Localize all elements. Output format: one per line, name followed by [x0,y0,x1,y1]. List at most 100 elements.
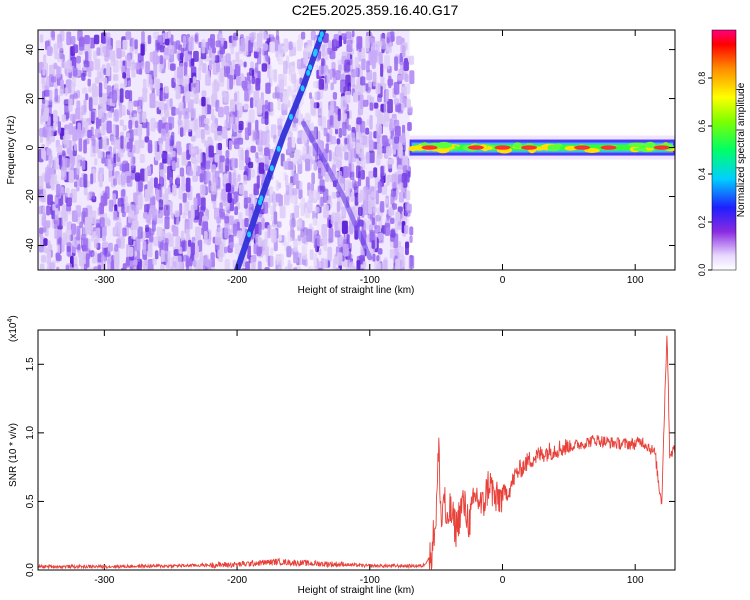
noise-cell [362,261,367,268]
noise-cell [230,157,235,168]
noise-cell [95,139,100,154]
noise-cell [66,221,72,230]
noise-cell [113,111,119,122]
noise-cell [342,243,349,257]
noise-cell [386,37,390,44]
noise-cell [361,58,366,71]
noise-cell [143,212,148,219]
noise-cell [334,221,338,231]
noise-cell [208,145,214,158]
noise-cell [201,103,208,115]
noise-cell [178,246,183,254]
noise-cell [133,128,138,136]
noise-cell [358,206,363,216]
noise-cell [222,196,226,207]
noise-cell [38,244,44,253]
noise-cell [303,51,308,65]
noise-cell [145,224,149,233]
noise-cell [307,266,313,270]
noise-cell [327,119,331,130]
noise-cell [331,212,337,221]
noise-cell [261,116,266,124]
noise-cell [273,211,278,225]
noise-cell [330,135,337,145]
noise-cell [251,129,257,142]
noise-cell [341,206,346,219]
noise-cell [234,206,238,216]
noise-cell [83,238,89,252]
noise-cell [174,210,180,218]
noise-cell [265,82,271,94]
noise-cell [372,253,376,262]
noise-cell [353,92,359,103]
carrier-spot [435,141,453,149]
noise-cell [70,36,76,45]
noise-cell [302,246,306,257]
noise-cell [134,39,138,50]
noise-cell [257,139,263,152]
noise-cell [175,85,181,100]
noise-cell [73,92,78,100]
noise-cell [334,230,341,238]
noise-cell [351,30,355,38]
y-tick-label: -40 [25,238,36,253]
noise-cell [75,107,80,120]
noise-cell [130,165,136,180]
noise-cell [91,210,97,225]
noise-cell [252,261,256,270]
noise-cell [94,58,101,71]
x-tick-label: -300 [94,275,114,286]
noise-cell [224,105,230,115]
noise-cell [250,36,255,43]
noise-cell [346,266,350,270]
noise-cell [248,161,254,169]
carrier-spot [452,145,459,150]
noise-cell [226,202,230,210]
noise-cell [225,150,230,159]
noise-cell [47,194,53,206]
noise-cell [374,260,379,270]
noise-cell [360,120,366,133]
noise-cell [204,118,210,125]
spectrogram-carrier [408,135,675,160]
carrier-peak [653,145,670,150]
noise-cell [218,72,225,87]
noise-cell [43,238,48,246]
noise-cell [183,35,186,49]
streak-highlight [300,85,305,92]
snr-ylabel: SNR (10 * v/v) [8,423,19,487]
snr-x-tick-label: -200 [227,575,247,586]
noise-cell [126,256,130,267]
noise-cell [100,195,105,208]
noise-cell [65,264,69,270]
noise-cell [255,152,259,159]
noise-cell [171,150,176,158]
noise-cell [76,225,81,241]
noise-cell [312,217,318,226]
snr-y-tick-label: 0.0 [25,563,36,577]
noise-cell [118,105,122,118]
noise-cell [253,90,260,101]
noise-cell [126,132,131,139]
streak-highlight [276,145,281,152]
noise-cell [373,167,378,178]
noise-cell [160,249,165,262]
noise-cell [315,191,320,201]
streak-highlight [318,36,323,43]
noise-cell [191,120,197,132]
noise-cell [369,230,376,243]
noise-cell [83,185,88,196]
noise-cell [71,223,76,235]
snr-series [38,335,675,570]
noise-cell [404,73,409,82]
noise-cell [321,58,325,67]
noise-cell [194,80,200,94]
noise-cell [85,93,89,101]
noise-cell [42,66,46,76]
noise-cell [185,177,191,193]
noise-cell [158,101,165,110]
noise-cell [93,50,98,61]
noise-cell [189,169,194,176]
noise-cell [47,167,54,175]
